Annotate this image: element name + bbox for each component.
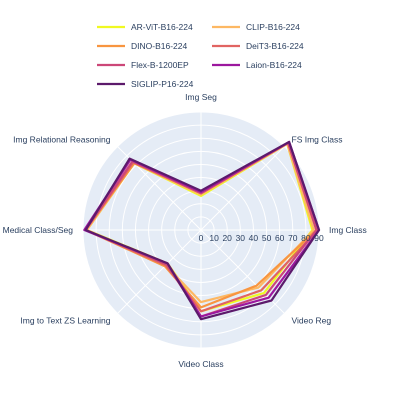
series-group (83, 140, 321, 321)
legend-item[interactable]: Laion-B16-224 (212, 60, 302, 70)
series-line-siglip-p16-224 (84, 140, 321, 321)
radial-tick-label: 90 (314, 233, 324, 243)
legend-label: CLIP-B16-224 (246, 22, 300, 32)
legend-label: AR-ViT-B16-224 (131, 22, 193, 32)
axis-label: FS Img Class (292, 135, 343, 145)
axis-label: Video Class (178, 359, 223, 369)
radial-tick-label: 50 (262, 233, 272, 243)
legend: AR-ViT-B16-224 CLIP-B16-224 DINO-B16-224 De… (97, 22, 304, 89)
legend-label: Laion-B16-224 (246, 60, 302, 70)
grid-spoke (117, 229, 202, 314)
legend-item[interactable]: SIGLIP-P16-224 (97, 79, 194, 89)
radial-tick-label: 40 (249, 233, 259, 243)
axis-label: Video Reg (292, 316, 332, 326)
axis-label: Img to Text ZS Learning (20, 316, 110, 326)
legend-label: SIGLIP-P16-224 (131, 79, 194, 89)
radial-tick-labels: 0 10 20 30 40 50 60 70 80 90 (199, 233, 324, 243)
radial-tick-label: 30 (236, 233, 246, 243)
legend-label: DINO-B16-224 (131, 41, 187, 51)
radial-grid (82, 111, 320, 349)
angular-axis-labels: Img Seg FS Img Class Img Class Video Reg Vid… (3, 92, 367, 369)
radial-tick-label: 0 (199, 233, 204, 243)
legend-item[interactable]: DINO-B16-224 (97, 41, 187, 51)
radial-tick-label: 70 (288, 233, 298, 243)
legend-item[interactable]: Flex-B-1200EP (97, 60, 189, 70)
radial-tick-label: 10 (209, 233, 219, 243)
radial-tick-label: 80 (301, 233, 311, 243)
legend-label: DeiT3-B16-224 (246, 41, 304, 51)
legend-item[interactable]: DeiT3-B16-224 (212, 41, 304, 51)
radial-tick-label: 60 (275, 233, 285, 243)
axis-label: Img Class (329, 225, 367, 235)
radial-tick-label: 20 (222, 233, 232, 243)
grid-spoke (200, 229, 285, 314)
axis-label: Img Seg (185, 92, 217, 102)
legend-label: Flex-B-1200EP (131, 60, 189, 70)
grid-spoke (200, 146, 285, 231)
axis-label: Img Relational Reasoning (13, 135, 111, 145)
legend-item[interactable]: CLIP-B16-224 (212, 22, 300, 32)
axis-label: Medical Class/Seg (3, 225, 74, 235)
legend-item[interactable]: AR-ViT-B16-224 (97, 22, 193, 32)
